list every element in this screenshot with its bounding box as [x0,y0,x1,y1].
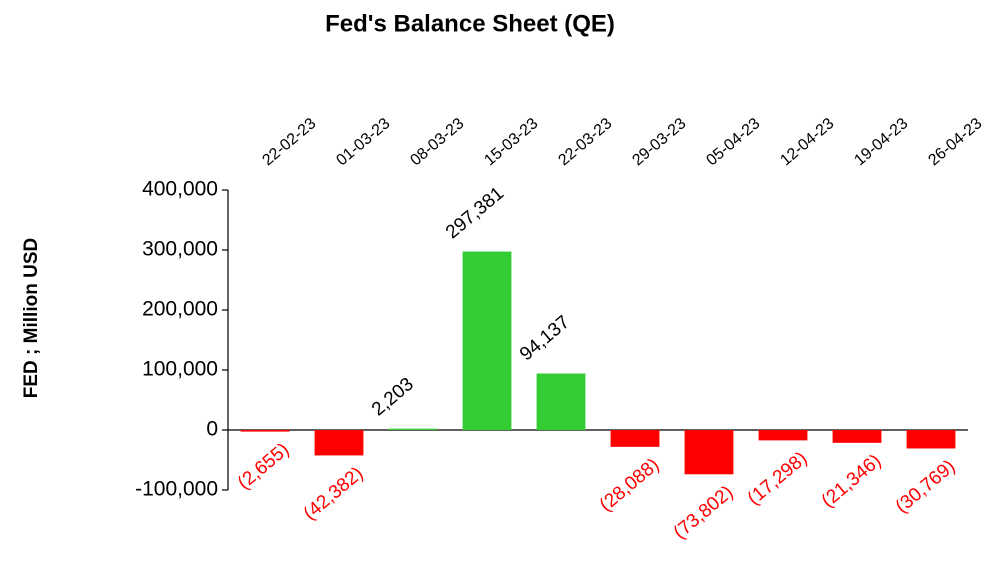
y-tick-label: 0 [206,418,218,441]
x-tick-label: 19-04-23 [851,115,911,169]
value-label: (28,088) [596,454,664,516]
x-tick-label: 22-02-23 [259,115,319,169]
y-tick-label: 100,000 [142,358,218,381]
value-label: (30,769) [892,456,960,518]
chart-title: Fed's Balance Sheet (QE) [325,10,615,37]
y-tick-label: 300,000 [142,238,218,261]
x-tick-label: 22-03-23 [555,115,615,169]
bar [758,430,808,441]
x-tick-label: 05-04-23 [703,115,763,169]
y-axis-label: FED ; Million USD [21,238,42,398]
bar [536,373,586,430]
x-tick-label: 08-03-23 [407,115,467,169]
bar [906,430,956,449]
bar [462,251,512,430]
y-tick-label: 200,000 [142,298,218,321]
value-label: 297,381 [442,183,508,243]
y-tick-label: 400,000 [142,178,218,201]
bar [240,430,290,432]
x-tick-label: 29-03-23 [629,115,689,169]
value-label: (17,298) [744,448,812,510]
x-tick-label: 12-04-23 [777,115,837,169]
x-tick-label: 15-03-23 [481,115,541,169]
value-label: (2,655) [234,439,294,494]
value-label: 94,137 [516,312,574,365]
bar [388,428,438,430]
y-tick-label: -100,000 [135,478,218,501]
value-label: 2,203 [368,374,418,421]
bar [314,430,364,456]
x-tick-label: 26-04-23 [925,115,985,169]
bar [832,430,882,443]
bar [610,430,660,447]
value-label: (73,802) [670,482,738,544]
bar [684,430,734,475]
value-label: (42,382) [300,463,368,525]
x-tick-label: 01-03-23 [333,115,393,169]
value-label: (21,346) [818,450,886,512]
